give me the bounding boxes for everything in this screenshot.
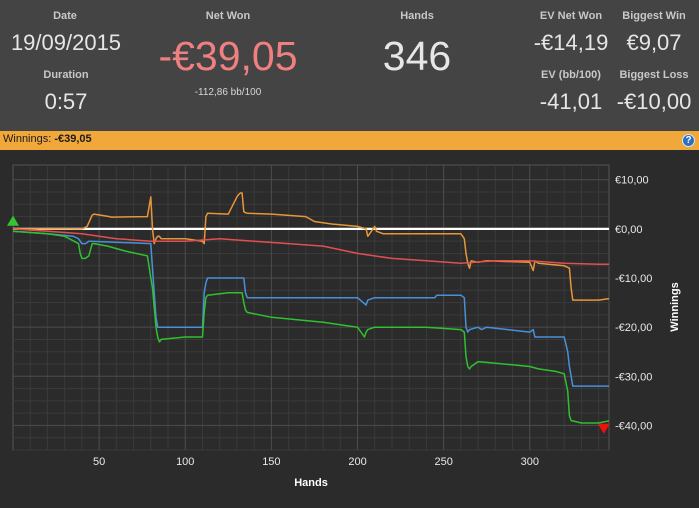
winnings-bar: Winnings: -€39,05	[0, 131, 699, 150]
series-group	[12, 192, 610, 424]
date-label: Date	[53, 10, 77, 22]
y-tick-label: -€10,00	[615, 273, 652, 285]
y-tick-label: -€20,00	[615, 322, 652, 334]
hands-label: Hands	[400, 10, 434, 22]
ev-bb100-value: -41,01	[539, 89, 603, 114]
help-icon[interactable]: ?	[682, 134, 695, 147]
net-won-bb100: -112,86 bb/100	[194, 87, 262, 98]
markers-group	[7, 215, 610, 434]
y-tick-label: €0,00	[615, 224, 643, 236]
x-tick-label: 100	[176, 456, 194, 468]
end-marker	[597, 423, 610, 434]
biggest-loss-value: -€10,00	[616, 89, 692, 114]
start-marker	[7, 215, 19, 226]
winnings-value: -€39,05	[54, 133, 92, 145]
ev-net-won-value: -€14,19	[533, 30, 609, 55]
biggest-loss-label: Biggest Loss	[619, 69, 689, 81]
x-tick-label: 200	[348, 456, 366, 468]
series-line-4	[12, 230, 610, 424]
y-tick-labels: €10,00 €0,00 -€10,00 -€20,00 -€30,00 -€40,00	[615, 175, 652, 433]
x-tick-label: 300	[521, 456, 539, 468]
x-tick-label: 150	[262, 456, 280, 468]
biggest-win-label: Biggest Win	[622, 10, 686, 22]
y-tick-label: €10,00	[615, 175, 649, 187]
winnings-label: Winnings:	[3, 133, 52, 145]
net-won-label: Net Won	[205, 10, 251, 22]
x-tick-label: 50	[93, 456, 105, 468]
y-axis-title: Winnings	[669, 282, 681, 331]
y-tick-label: -€30,00	[615, 371, 652, 383]
duration-value: 0:57	[44, 89, 88, 114]
winnings-summary: Winnings: -€39,05	[3, 133, 92, 145]
series-line-3	[12, 230, 609, 387]
y-tick-label: -€40,00	[615, 420, 652, 432]
hands-value: 346	[382, 33, 452, 79]
plot-area-bg	[12, 164, 610, 451]
date-value: 19/09/2015	[10, 30, 122, 55]
ev-bb100-label: EV (bb/100)	[541, 69, 601, 81]
x-axis-title: Hands	[294, 477, 328, 489]
biggest-win-value: €9,07	[626, 30, 682, 55]
net-won-value: -€39,05	[158, 33, 298, 79]
x-tick-labels: 50 100 150 200 250 300	[93, 456, 539, 468]
minor-grid	[13, 165, 609, 451]
winnings-chart: 50 100 150 200 250 300 €10,00 €0,00 -€10,00 -€20…	[7, 164, 681, 489]
x-tick-label: 250	[434, 456, 452, 468]
series-line-2	[12, 228, 609, 266]
ev-net-won-label: EV Net Won	[539, 10, 603, 22]
session-summary-header: Date 19/09/2015 Duration 0:57 Net Won -€…	[0, 0, 699, 131]
duration-label: Duration	[43, 69, 89, 81]
major-grid	[13, 165, 609, 450]
winnings-chart-panel: 50 100 150 200 250 300 €10,00 €0,00 -€10,00 -€20…	[0, 150, 699, 503]
